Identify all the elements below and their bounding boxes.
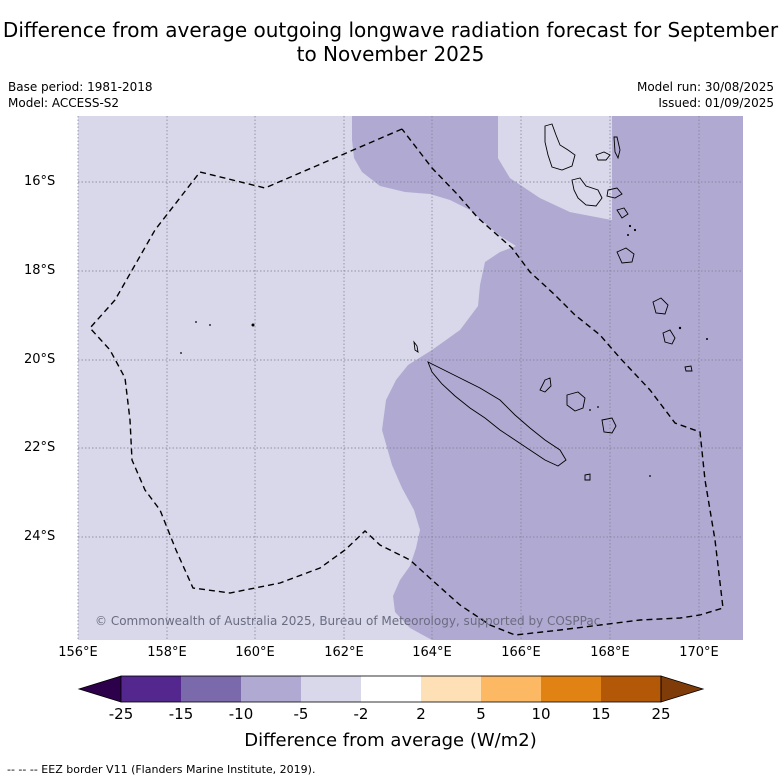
lat-tick-16s: 16°S xyxy=(24,174,56,189)
colorbar-bin-4 xyxy=(301,676,361,702)
ouvea-island xyxy=(539,377,552,393)
meta-right: Model run: 30/08/2025 Issued: 01/09/2025 xyxy=(637,79,774,111)
mare-island xyxy=(601,417,617,434)
erromango-island xyxy=(652,297,669,315)
colorbar-label: Difference from average (W/m2) xyxy=(244,730,537,751)
colorbar-tick: 5 xyxy=(476,705,486,723)
model-run-label: Model run: 30/08/2025 xyxy=(636,80,774,94)
colorbar-tick: 15 xyxy=(591,705,611,723)
aneityum-island xyxy=(684,365,693,372)
colorbar-tick: 10 xyxy=(531,705,551,723)
belep-islands xyxy=(413,340,419,353)
epi-island xyxy=(616,207,629,219)
lon-tick-156e: 156°E xyxy=(58,645,98,660)
colorbar-tick: -10 xyxy=(228,705,254,723)
malekula-island xyxy=(571,177,603,207)
colorbar-bin-2 xyxy=(181,676,241,702)
lon-tick-162e: 162°E xyxy=(324,645,364,660)
map-panel xyxy=(77,116,743,640)
eez-border-line xyxy=(89,128,724,636)
ambrym-island xyxy=(606,187,623,199)
lat-tick-20s: 20°S xyxy=(24,352,56,367)
graticule xyxy=(77,116,743,640)
lon-tick-170e: 170°E xyxy=(679,645,719,660)
colorbar-frame xyxy=(120,675,662,703)
lat-tick-18s: 18°S xyxy=(24,263,56,278)
meta-left: Base period: 1981-2018 Model: ACCESS-S2 xyxy=(8,79,153,111)
chart-title: Difference from average outgoing longwav… xyxy=(2,18,779,66)
colorbar-tick: 2 xyxy=(416,705,426,723)
colorbar-tick: -5 xyxy=(293,705,309,723)
colorbar-tick: -2 xyxy=(353,705,369,723)
colorbar xyxy=(77,675,705,703)
colorbar-bin-3 xyxy=(241,676,301,702)
lon-tick-166e: 166°E xyxy=(501,645,541,660)
colorbar-bin-1 xyxy=(121,676,181,702)
copyright-text: © Commonwealth of Australia 2025, Bureau… xyxy=(95,614,601,628)
base-period-label: Base period: 1981-2018 xyxy=(8,80,153,94)
colorbar-over-arrow xyxy=(660,675,705,703)
colorbar-bin-5 xyxy=(361,676,421,702)
colorbar-tick: 25 xyxy=(651,705,671,723)
issued-label: Issued: 01/09/2025 xyxy=(658,96,774,110)
isle-of-pines xyxy=(584,473,591,481)
lon-tick-164e: 164°E xyxy=(412,645,452,660)
colorbar-bin-7 xyxy=(481,676,541,702)
eez-footnote: -- -- -- EEZ border V11 (Flanders Marine… xyxy=(7,763,316,776)
lat-tick-22s: 22°S xyxy=(24,440,56,455)
colorbar-bin-9 xyxy=(601,676,661,702)
model-label: Model: ACCESS-S2 xyxy=(8,96,120,110)
small-islets xyxy=(180,224,708,477)
new-caledonia-island xyxy=(427,361,567,467)
lon-tick-168e: 168°E xyxy=(590,645,630,660)
colorbar-tick: -15 xyxy=(168,705,194,723)
colorbar-under-arrow xyxy=(77,675,122,703)
lat-tick-24s: 24°S xyxy=(24,529,56,544)
anomaly-region-dark xyxy=(352,116,743,640)
lon-tick-160e: 160°E xyxy=(235,645,275,660)
ambae-island xyxy=(595,151,611,161)
colorbar-tick: -25 xyxy=(108,705,134,723)
colorbar-bin-6 xyxy=(421,676,481,702)
lon-tick-158e: 158°E xyxy=(147,645,187,660)
pentecost-island xyxy=(613,136,621,160)
tanna-island xyxy=(662,329,676,345)
efate-island xyxy=(616,247,635,264)
colorbar-bin-8 xyxy=(541,676,601,702)
espiritu-santo-island xyxy=(544,123,576,171)
lifou-island xyxy=(566,391,586,412)
